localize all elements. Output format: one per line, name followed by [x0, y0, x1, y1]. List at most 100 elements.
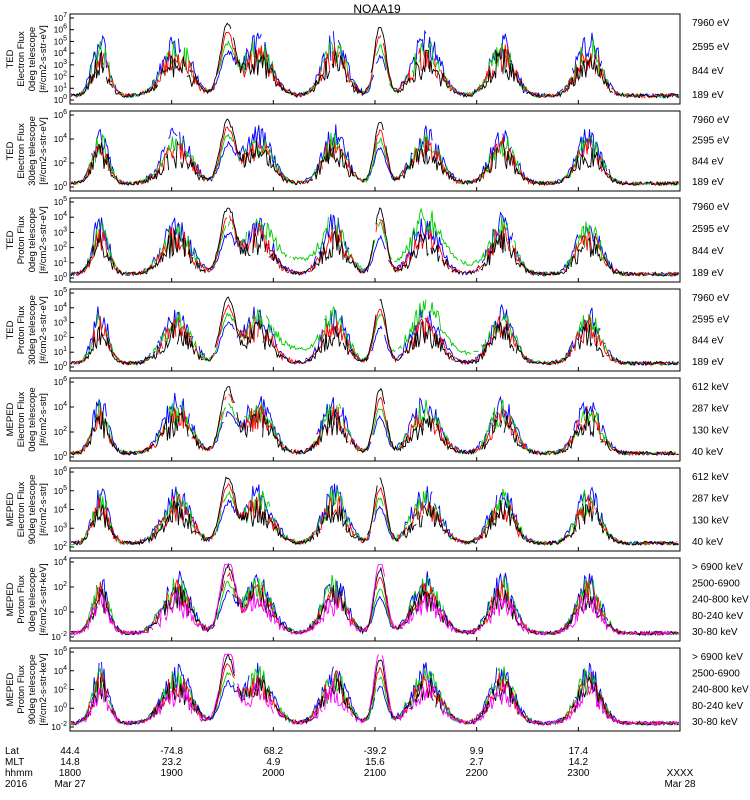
y-tick-label: 104 — [54, 47, 67, 58]
y-axis-label: [#/cm2-s-str] — [38, 393, 49, 446]
x-tick-label: 1800 — [59, 768, 82, 779]
y-axis-label: Proton Flux — [16, 215, 27, 264]
y-tick-label: 102 — [54, 157, 67, 168]
y-tick-label: 104 — [54, 556, 67, 567]
legend-entry: 7960 eV — [692, 293, 730, 304]
x-row-label: 2016 — [5, 779, 28, 790]
y-axis-label: MEPED — [5, 672, 16, 706]
legend-entry: > 6900 keV — [692, 652, 743, 663]
chart-title: NOAA19 — [353, 2, 401, 16]
legend-entry: 2500-6900 — [692, 578, 740, 589]
x-tick-label: -39.2 — [364, 746, 387, 757]
y-axis-label: Proton Flux — [16, 305, 27, 354]
y-tick-label: 105 — [54, 485, 67, 496]
series-trace-3 — [71, 400, 679, 455]
panel-6: 106 105 104 103 102 MEPED Electron Flux 90deg t… — [5, 466, 729, 552]
y-axis-label: MEPED — [5, 492, 16, 526]
y-tick-label: 10-2 — [51, 631, 67, 642]
x-tick-label: 4.9 — [266, 757, 280, 768]
series-trace-4 — [70, 303, 679, 367]
legend-entry: 7960 eV — [692, 115, 730, 126]
y-tick-label: 101 — [54, 257, 67, 268]
y-tick-label: 107 — [54, 12, 67, 23]
x-tick-label: 2300 — [567, 768, 590, 779]
legend-entry: 612 keV — [692, 382, 729, 393]
legend-entry: 2595 eV — [692, 136, 730, 147]
legend-entry: 2595 eV — [692, 224, 730, 235]
y-axis-label: Proton Flux — [16, 575, 27, 624]
x-tick-label: 2100 — [364, 768, 387, 779]
y-axis-label: Electron Flux — [16, 123, 27, 179]
legend-entry: 189 eV — [692, 177, 724, 188]
legend-entry: 2500-6900 — [692, 668, 740, 679]
y-axis-label: 90deg telescope — [27, 655, 38, 725]
panel-frame — [69, 13, 681, 105]
y-tick-label: 102 — [54, 331, 67, 342]
legend-entry: 844 eV — [692, 156, 724, 167]
y-tick-label: 103 — [54, 522, 67, 533]
x-tick-label: 23.2 — [162, 757, 182, 768]
x-tick-label: 2.7 — [470, 757, 484, 768]
y-axis-label: 30deg telescope — [27, 295, 38, 365]
x-row-label: MLT — [5, 757, 24, 768]
y-axis-label: MEPED — [5, 582, 16, 616]
x-tick-label: 44.4 — [60, 746, 80, 757]
y-tick-label: 10-2 — [51, 721, 67, 732]
y-tick-label: 102 — [54, 71, 67, 82]
series-trace-1 — [70, 207, 680, 277]
y-tick-label: 100 — [54, 361, 67, 372]
series-trace-1 — [70, 386, 679, 457]
y-tick-label: 106 — [54, 109, 67, 120]
y-tick-label: 106 — [54, 24, 67, 35]
y-tick-label: 102 — [54, 684, 67, 695]
y-axis-label: [#/cm2-s-str-keV] — [38, 653, 49, 725]
y-tick-label: 103 — [54, 59, 67, 70]
panel-4: 105 104 103 102 101 100 TED Proton Flux 30deg te… — [5, 287, 730, 372]
x-tick-label: -74.8 — [160, 746, 183, 757]
y-axis-label: Electron Flux — [16, 392, 27, 448]
y-axis-label: [#/cm2-s-str-eV] — [38, 206, 49, 274]
series-trace-3 — [71, 488, 678, 547]
legend-entry: 7960 eV — [692, 18, 730, 29]
panel-8: 106 104 102 100 10-2 MEPED Proton Flux 90deg te… — [5, 646, 749, 732]
legend-entry: 844 eV — [692, 246, 724, 257]
panel-7: 104 102 100 10-2 MEPED Proton Flux 0deg telesc… — [5, 556, 749, 642]
y-axis-label: MEPED — [5, 402, 16, 436]
y-tick-label: 101 — [54, 82, 67, 93]
y-tick-label: 103 — [54, 226, 67, 237]
x-row-label: Lat — [5, 746, 19, 757]
legend-entry: 189 eV — [692, 268, 724, 279]
y-tick-label: 104 — [54, 211, 67, 222]
series-trace-1 — [73, 476, 679, 546]
y-tick-label: 100 — [54, 94, 67, 105]
y-axis-label: Electron Flux — [16, 31, 27, 87]
y-tick-label: 102 — [54, 541, 67, 552]
y-tick-label: 106 — [54, 376, 67, 387]
legend-entry: 40 keV — [692, 447, 723, 458]
series-trace-1 — [70, 22, 680, 99]
y-tick-label: 106 — [54, 466, 67, 477]
x-tick-label: 1900 — [161, 768, 184, 779]
legend-entry: 2595 eV — [692, 314, 730, 325]
panel-2: 106 104 102 100 TED Electron Flux 30deg telesc… — [5, 109, 730, 192]
y-tick-label: 104 — [54, 401, 67, 412]
legend-entry: 2595 eV — [692, 42, 730, 53]
y-axis-label: TED — [5, 320, 16, 339]
y-axis-label: 0deg telescope — [27, 567, 38, 631]
y-tick-label: 104 — [54, 504, 67, 515]
y-axis-label: 90deg telescope — [27, 475, 38, 545]
legend-entry: 80-240 keV — [692, 611, 743, 622]
y-tick-label: 102 — [54, 581, 67, 592]
legend-entry: 189 eV — [692, 90, 724, 101]
legend-entry: 612 keV — [692, 472, 729, 483]
legend-entry: 844 eV — [692, 66, 724, 77]
y-axis-label: 0deg telescope — [27, 27, 38, 91]
y-tick-label: 100 — [54, 272, 67, 283]
y-axis-label: TED — [5, 230, 16, 249]
legend-entry: 7960 eV — [692, 202, 730, 213]
legend-entry: 189 eV — [692, 357, 724, 368]
x-tick-label: 2000 — [262, 768, 285, 779]
